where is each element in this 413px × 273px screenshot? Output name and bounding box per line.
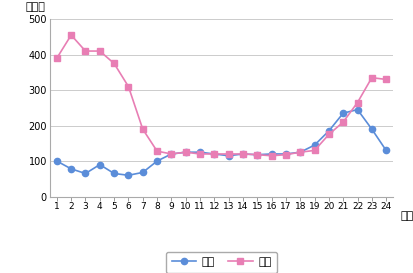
固定 (283, 152, 288, 156)
固定 (354, 108, 359, 111)
移動 (254, 153, 259, 156)
移動 (183, 150, 188, 154)
固定 (97, 163, 102, 166)
移動 (368, 76, 373, 79)
移動 (154, 150, 159, 153)
固定 (69, 167, 74, 171)
固定 (368, 127, 373, 131)
移動 (340, 120, 345, 124)
移動 (311, 149, 316, 152)
固定 (154, 159, 159, 163)
移動 (140, 127, 145, 131)
移動 (112, 62, 116, 65)
固定 (297, 150, 302, 154)
Text: （秒）: （秒） (26, 2, 45, 12)
固定 (140, 171, 145, 174)
移動 (354, 101, 359, 104)
固定 (197, 150, 202, 154)
移動 (383, 78, 388, 81)
Legend: 固定, 移動: 固定, 移動 (166, 252, 276, 273)
固定 (225, 154, 230, 157)
移動 (325, 133, 330, 136)
移動 (225, 152, 230, 156)
移動 (169, 152, 173, 156)
移動 (211, 152, 216, 156)
移動 (197, 152, 202, 156)
固定 (83, 172, 88, 175)
固定 (383, 149, 388, 152)
固定 (325, 129, 330, 133)
Line: 固定: 固定 (54, 106, 388, 178)
固定 (254, 153, 259, 156)
固定 (183, 150, 188, 154)
Text: （時）: （時） (399, 211, 413, 221)
固定 (54, 159, 59, 163)
移動 (283, 153, 288, 156)
移動 (54, 57, 59, 60)
移動 (69, 33, 74, 37)
固定 (268, 152, 273, 156)
移動 (268, 154, 273, 157)
Line: 移動: 移動 (54, 32, 388, 159)
固定 (169, 152, 173, 156)
移動 (297, 150, 302, 154)
固定 (240, 152, 245, 156)
固定 (126, 174, 131, 177)
固定 (211, 152, 216, 156)
固定 (112, 172, 116, 175)
固定 (311, 144, 316, 147)
移動 (126, 85, 131, 88)
移動 (240, 152, 245, 156)
移動 (83, 49, 88, 53)
移動 (97, 49, 102, 53)
固定 (340, 111, 345, 115)
